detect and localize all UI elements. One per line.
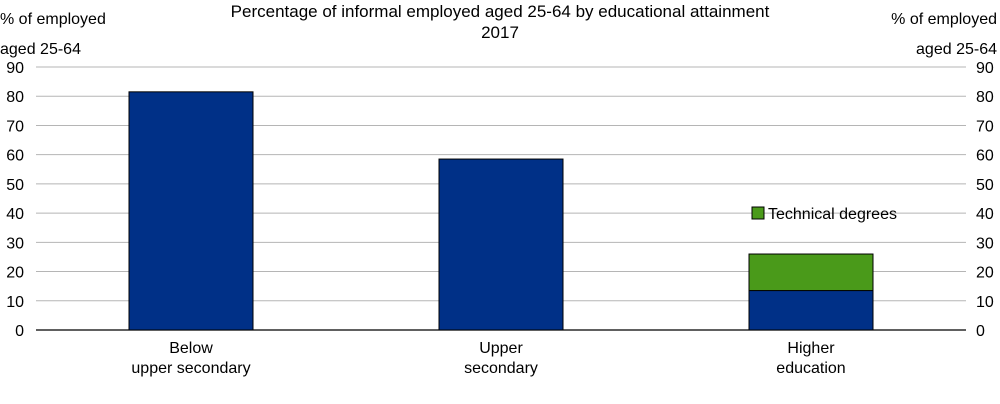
y-tick-right-0: 0	[976, 323, 985, 340]
left-axis-label-line2: aged 25-64	[0, 41, 81, 58]
right-y-axis: 0 10 20 30 40 50 60 70 80 90	[976, 60, 994, 340]
y-tick-left-60: 60	[6, 148, 24, 165]
category-label-2-1: education	[776, 360, 845, 377]
left-axis-label-line1: % of employed	[0, 11, 106, 28]
y-tick-right-90: 90	[976, 60, 994, 77]
y-tick-right-30: 30	[976, 235, 994, 252]
category-label-2-0: Higher	[787, 340, 835, 357]
right-axis-label-line2: aged 25-64	[916, 41, 997, 58]
y-tick-right-70: 70	[976, 118, 994, 135]
left-y-axis: 0 10 20 30 40 50 60 70 80 90	[6, 60, 24, 340]
chart-subtitle: 2017	[481, 23, 519, 42]
y-tick-left-0: 0	[15, 323, 24, 340]
x-axis-labels: Below upper secondary Upper secondary Higher…	[131, 340, 845, 377]
y-tick-left-80: 80	[6, 89, 24, 106]
y-tick-right-10: 10	[976, 294, 994, 311]
y-tick-left-30: 30	[6, 235, 24, 252]
y-tick-right-50: 50	[976, 177, 994, 194]
bar-0-0	[128, 91, 254, 331]
y-tick-left-90: 90	[6, 60, 24, 77]
legend-label-1: Technical degrees	[768, 206, 897, 223]
right-axis-label-line1: % of employed	[891, 11, 997, 28]
y-tick-left-40: 40	[6, 206, 24, 223]
y-tick-right-80: 80	[976, 89, 994, 106]
bar-1-2	[748, 253, 874, 292]
legend: Technical degrees	[751, 206, 897, 223]
bar-0-1	[438, 158, 564, 331]
y-tick-left-70: 70	[6, 118, 24, 135]
bar-0-2	[748, 290, 874, 331]
category-label-1-1: secondary	[464, 360, 538, 377]
category-label-0-0: Below	[169, 340, 213, 357]
y-tick-right-60: 60	[976, 148, 994, 165]
category-label-0-1: upper secondary	[131, 360, 250, 377]
y-tick-left-50: 50	[6, 177, 24, 194]
y-tick-right-20: 20	[976, 265, 994, 282]
chart-title: Percentage of informal employed aged 25-…	[231, 2, 770, 21]
y-tick-left-20: 20	[6, 265, 24, 282]
y-tick-left-10: 10	[6, 294, 24, 311]
legend-swatch-1	[751, 206, 765, 220]
y-tick-right-40: 40	[976, 206, 994, 223]
bars	[128, 91, 874, 331]
category-label-1-0: Upper	[479, 340, 523, 357]
